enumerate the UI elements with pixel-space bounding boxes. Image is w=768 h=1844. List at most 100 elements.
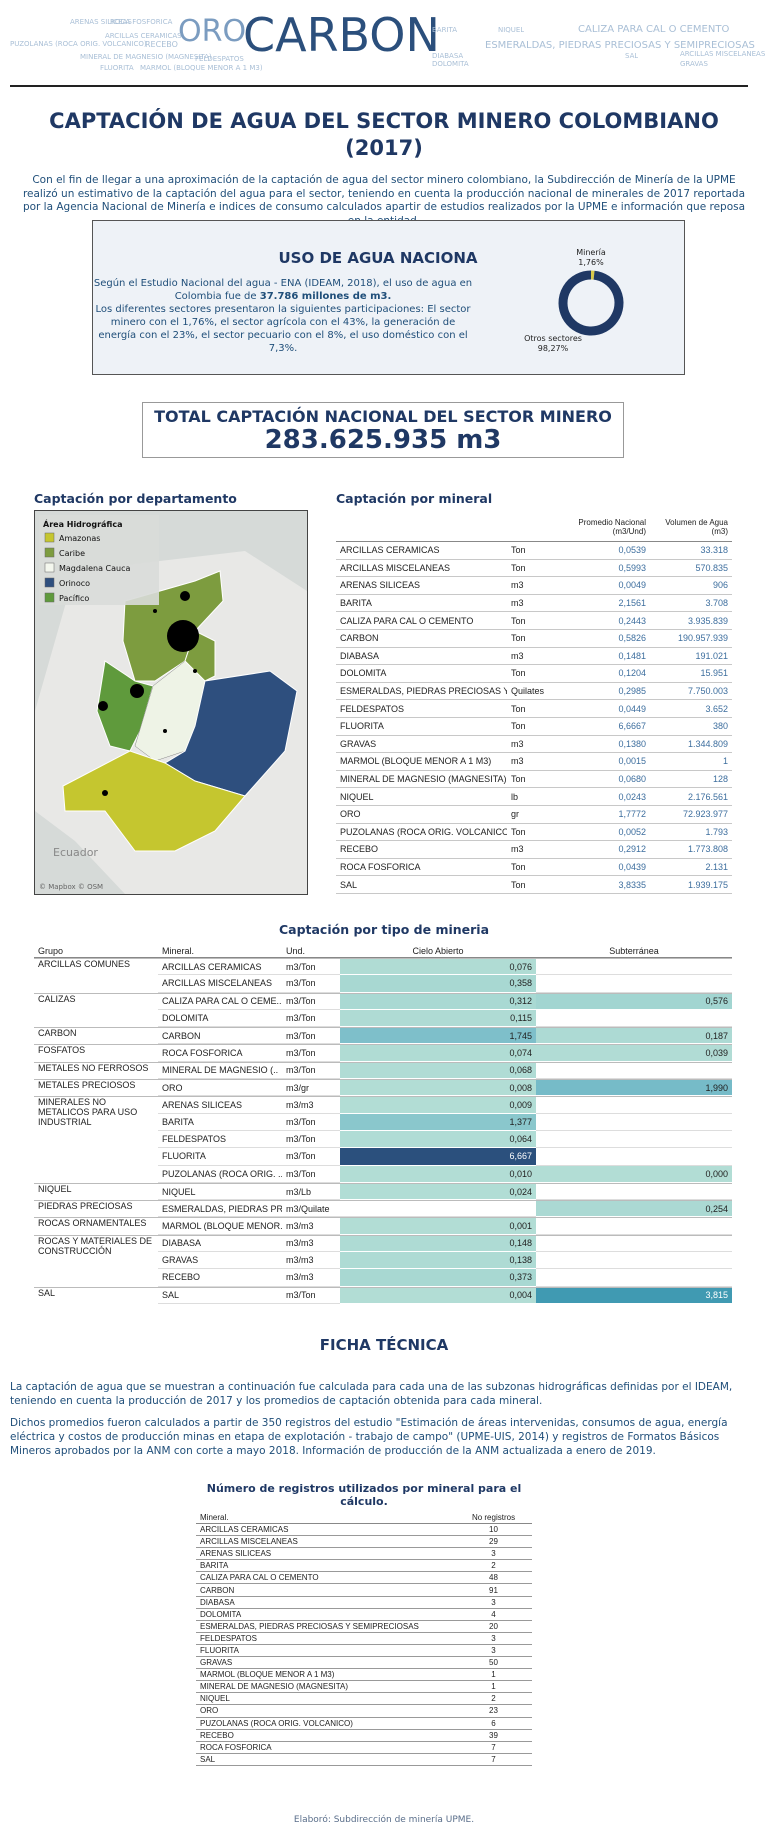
heat-cell: 0,187 [536,1028,732,1045]
table-row: BARITA m3/Ton 1,377 [34,1113,732,1131]
table-cell: GRAVAS [158,1252,282,1270]
bubble [102,790,108,796]
table-cell: 7 [491,1742,496,1752]
table-cell: 3,8335 [618,879,646,890]
bubble [167,620,199,652]
table-cell: ORO [158,1080,282,1097]
table-cell [34,1269,158,1286]
header-word: BARITA [432,26,458,34]
table-row: DOLOMITA m3/Ton 0,115 [34,1009,732,1028]
table-cell: m3/Ton [282,994,340,1010]
table-row: ARCILLAS CERAMICAS 10 [196,1524,532,1537]
heat-cell: 0,312 [340,993,536,1010]
bubble [153,609,157,613]
table-cell: MARMOL (BLOQUE MENOR A 1 M3) [340,756,492,767]
table-row: GRAVAS m3 0,1380 1.344.809 [336,736,732,754]
region-pacifico [96,660,154,752]
table-row: ARCILLAS COMUNES ARCILLAS CERAMICAS m3/Ton… [34,958,732,976]
table-cell: FELDESPATOS [340,703,405,714]
table-cell: 1.773.808 [687,844,728,855]
table-cell: 7.750.003 [687,686,728,697]
header-cell [336,512,570,541]
table-cell [34,1114,158,1131]
table-cell: MINERAL DE MAGNESIO (MAGNESITA) [200,1682,349,1692]
table-cell: 0,2985 [618,686,646,697]
uso-agua-bold: 37.786 millones de m3. [259,291,392,302]
table-cell: ESMERALDAS, PIEDRAS PR.. [158,1201,282,1218]
table-cell: ARCILLAS MISCELANEAS [200,1537,298,1547]
table-cell: 3 [491,1645,496,1655]
table-cell: m3/m3 [282,1269,340,1287]
table-row: FLUORITA m3/Ton 6,667 [34,1148,732,1166]
table-cell: CARBON [340,633,379,644]
bubble [163,729,167,733]
legend-label: Magdalena Cauca [59,564,130,573]
donut-value-label: 98,27% [538,344,569,353]
table-row: FOSFATOS ROCA FOSFORICA m3/Ton 0,074 0,039 [34,1044,732,1062]
table-cell: SAL [340,879,358,890]
table-cell: 7 [491,1754,496,1764]
heat-cell: 0,358 [340,975,536,993]
table-cell: DOLOMITA [200,1609,242,1619]
table-cell: m3/Ton [282,1028,340,1045]
table-cell: 2 [491,1561,496,1571]
table-cell: DOLOMITA [158,1010,282,1028]
table-cell: Ton [511,826,526,837]
table-cell: SAL [200,1754,216,1764]
table-cell: NIQUEL [158,1184,282,1201]
heat-cell [536,1184,732,1201]
table-cell: 4 [491,1609,496,1619]
table-cell: 2 [491,1694,496,1704]
footer: Elaboró: Subdirección de minería UPME. [293,1815,475,1825]
header-word: CALIZA PARA CAL O CEMENTO [578,24,730,35]
donut-label: Minería [576,248,606,257]
heat-cell: 0,009 [340,1097,536,1114]
table-row: ORO 23 [196,1705,532,1718]
table-cell: Ton [511,615,526,626]
heat-cell [536,975,732,993]
table-cell: CALIZA PARA CAL O CEME.. [158,994,282,1010]
table-cell: 3.652 [705,703,728,714]
table-cell: m3/Quilate [282,1201,340,1218]
table-cell: m3/Ton [282,1148,340,1166]
legend-swatch [44,592,55,603]
table-cell: ARENAS SILICEAS [200,1549,272,1559]
heat-cell: 1,377 [340,1113,536,1131]
table-cell: CALIZA PARA CAL O CEMENTO [340,615,474,626]
heat-cell: 0,010 [340,1165,536,1183]
bubble [130,684,144,698]
table-cell: MINERAL DE MAGNESIO (MAGNESITA) [340,774,507,785]
legend-label: Pacífico [59,594,89,603]
table-cell: 0,0052 [618,826,646,837]
table-row: ARCILLAS MISCELANEAS m3/Ton 0,358 [34,975,732,993]
heat-cell: 1,745 [340,1028,536,1045]
table-cell: 50 [489,1658,498,1668]
map-legend-box [39,515,159,605]
table-cell: 1.344.809 [687,738,728,749]
header-word: ESMERALDAS, PIEDRAS PRECIOSAS Y SEMIPREC… [485,40,755,51]
table-cell: RECEBO [200,1730,234,1740]
table-row: FLUORITA Ton 6,6667 380 [336,718,732,736]
table-cell: 0,2443 [618,615,646,626]
heat-cell: 0,254 [536,1201,732,1218]
table-cell: m3/Ton [282,1288,340,1304]
table-row: RECEBO m3 0,2912 1.773.808 [336,841,732,859]
table-cell: m3/m3 [282,1218,340,1235]
table-row: ROCA FOSFORICA 7 [196,1742,532,1754]
table-cell: 1,7772 [618,809,646,820]
table-cell: 0,0449 [618,703,646,714]
bubble [193,669,197,673]
heat-cell [536,1063,732,1080]
table-cell: 191.021 [695,650,728,661]
table-cell: 0,2912 [618,844,646,855]
mineral-table: Promedio Nacional (m3/Und) Volumen de Agu… [336,512,732,894]
table-row: GRAVAS 50 [196,1657,532,1670]
header-word: MARMOL (BLOQUE MENOR A 1 M3) [140,64,263,72]
header-cell: Und. [286,945,306,956]
table-row: DOLOMITA 4 [196,1609,532,1621]
table-cell [34,1010,158,1027]
table-cell: 0,0243 [618,791,646,802]
table-cell: 2.176.561 [687,791,728,802]
table-cell: m3 [511,738,524,749]
